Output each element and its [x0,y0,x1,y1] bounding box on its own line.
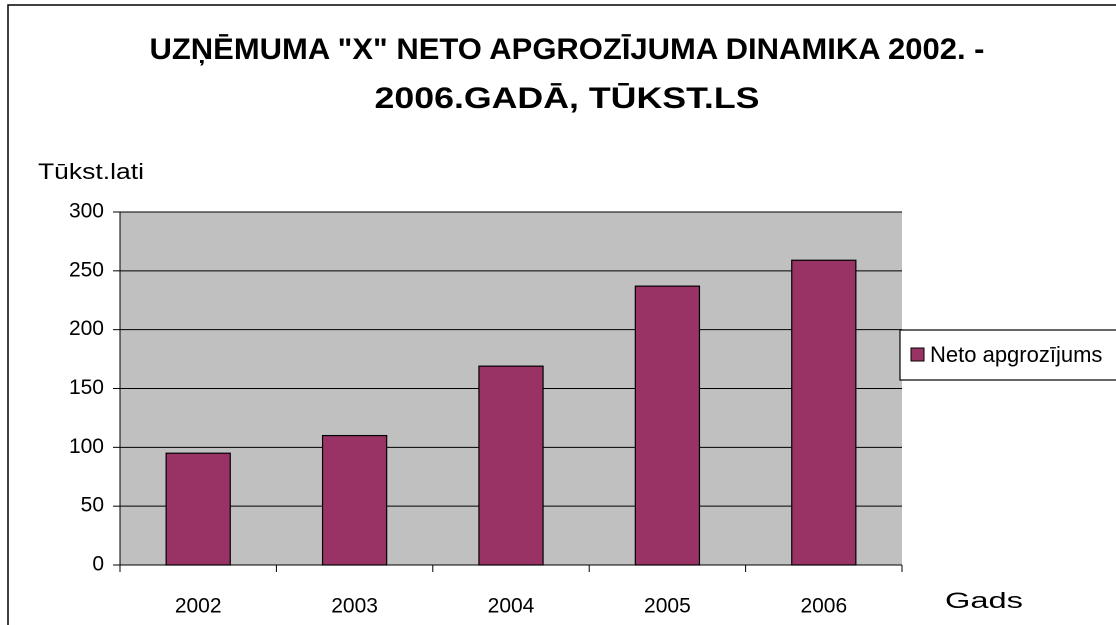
y-tick-label: 200 [69,317,104,340]
y-tick-label: 250 [69,258,104,281]
y-axis-label: Tūkst.lati [38,159,144,184]
x-tick-label: 2004 [488,595,535,618]
bar [478,365,544,566]
x-tick-label: 2002 [175,595,222,618]
x-axis-label: Gads [945,588,1023,613]
x-tick-label: 2006 [800,595,847,618]
legend-swatch [910,347,925,362]
x-tick-label: 2003 [331,595,378,618]
y-tick-label: 150 [69,376,104,399]
bar [165,452,231,566]
bar [321,434,388,566]
legend-box [899,329,1116,381]
y-tick-label: 100 [69,435,104,458]
bar [634,285,701,566]
bar [791,259,857,566]
y-tick-label: 50 [81,494,104,517]
legend-label: Neto apgrozījums [930,342,1102,367]
y-tick-label: 0 [92,553,104,576]
chart-title: 2006.GADĀ, TŪKST.LS [375,82,760,115]
y-tick-label: 300 [69,200,104,223]
chart-title: UZŅĒMUMA "X" NETO APGROZĪJUMA DINAMIKA 2… [150,33,985,66]
x-tick-label: 2005 [644,595,691,618]
